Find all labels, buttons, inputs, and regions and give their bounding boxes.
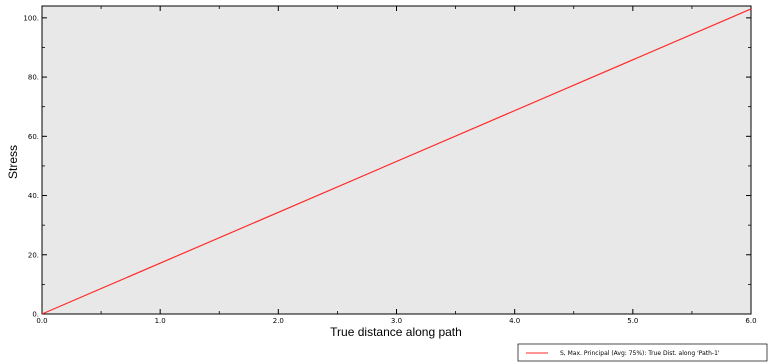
legend-box (517, 343, 768, 362)
series-line (41, 8, 752, 315)
x-tick-label: 1.0 (155, 317, 166, 325)
x-tick-label: 5.0 (627, 317, 638, 325)
x-tick-label: 2.0 (273, 317, 284, 325)
legend-label: S, Max. Principal (Avg: 75%): True Dist.… (560, 350, 720, 357)
series-layer (41, 8, 752, 315)
y-tick-label: 0. (32, 311, 39, 319)
y-tick-label: 80. (28, 74, 39, 82)
x-axis-title: True distance along path (330, 325, 462, 339)
x-tick-label: 0.0 (36, 317, 47, 325)
y-tick-label: 100. (23, 14, 39, 22)
x-tick-label: 4.0 (509, 317, 520, 325)
x-tick-label: 6.0 (745, 317, 756, 325)
y-tick-label: 20. (28, 251, 39, 259)
y-axis-title: Stress (6, 145, 20, 179)
legend: S, Max. Principal (Avg: 75%): True Dist.… (517, 343, 768, 362)
ticks-layer: 0.0 1.0 2.0 3.0 4.0 5.0 6.0 0. 20. 40. 60. 80. 100. (23, 6, 757, 325)
x-tick-label: 3.0 (391, 317, 402, 325)
y-tick-label: 40. (28, 192, 39, 200)
y-tick-label: 60. (28, 133, 39, 141)
